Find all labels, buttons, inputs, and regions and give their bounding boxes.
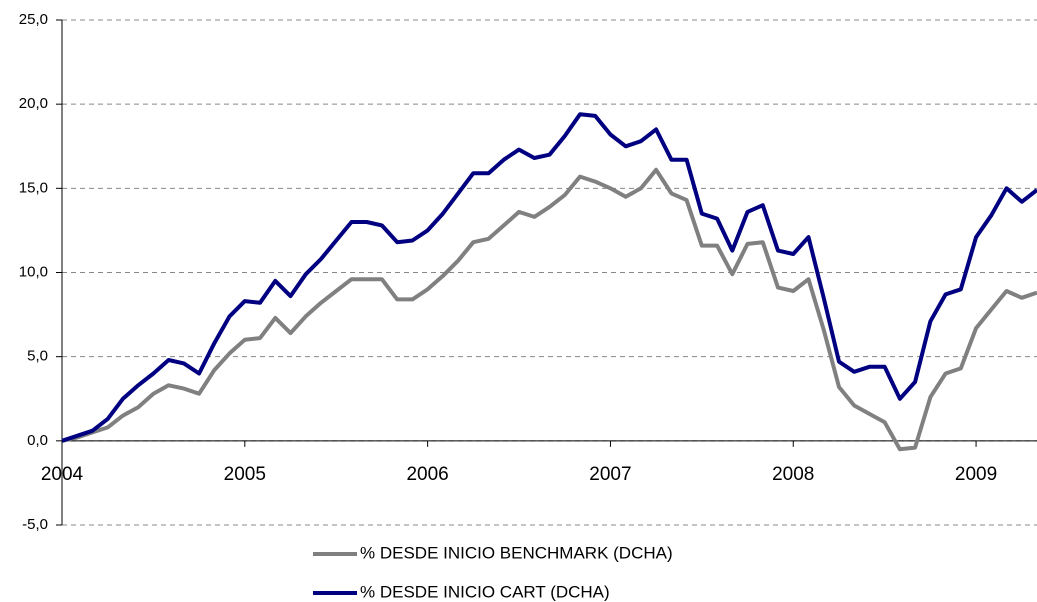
legend-label: % DESDE INICIO BENCHMARK (DCHA) (360, 543, 673, 562)
y-tick-label: 25,0 (19, 11, 48, 28)
x-tick-label: 2009 (955, 464, 997, 485)
y-tick-label: 15,0 (19, 179, 48, 196)
x-tick-label: 2007 (589, 464, 631, 485)
x-tick-label: 2008 (772, 464, 814, 485)
y-tick-label: 5,0 (27, 348, 48, 365)
x-tick-label: 2005 (224, 464, 266, 485)
x-tick-label: 2006 (406, 464, 448, 485)
y-tick-label: 20,0 (19, 95, 48, 112)
legend-label: % DESDE INICIO CART (DCHA) (360, 582, 610, 601)
y-tick-label: -5,0 (22, 516, 48, 533)
y-tick-label: 0,0 (27, 432, 48, 449)
line-series (61, 112, 1037, 443)
y-tick-label: 10,0 (19, 263, 48, 280)
line-series (61, 167, 1037, 452)
x-tick-label: 2004 (41, 464, 84, 485)
